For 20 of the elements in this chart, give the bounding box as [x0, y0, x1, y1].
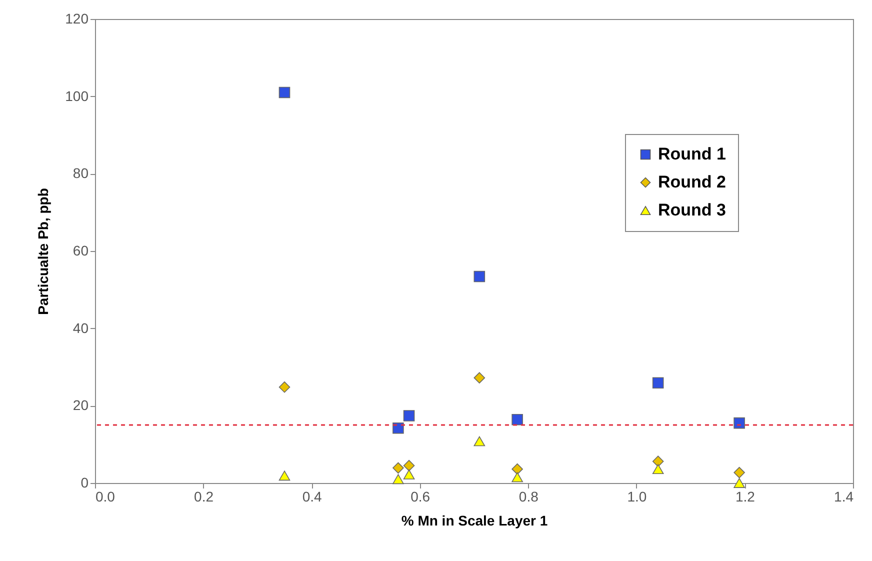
x-tick-label: 1.4: [834, 488, 854, 504]
y-tick-label: 100: [65, 88, 89, 104]
y-tick-label: 20: [72, 397, 89, 414]
x-tick-label: 0.2: [194, 488, 214, 504]
y-tick-label: 120: [65, 10, 89, 26]
x-tick-label: 0.0: [96, 488, 116, 504]
x-axis-title: % Mn in Scale Layer 1: [401, 512, 548, 528]
x-tick-label: 1.0: [627, 488, 647, 504]
y-axis-title: Particualte Pb, ppb: [35, 188, 52, 315]
x-tick-label: 1.2: [735, 488, 756, 504]
legend-label: Round 1: [658, 144, 726, 164]
legend-label: Round 2: [658, 172, 726, 192]
x-tick-label: 0.4: [302, 488, 322, 504]
y-tick-label: 60: [72, 242, 89, 258]
y-tick-label: 0: [80, 474, 89, 490]
y-tick-label: 40: [72, 320, 89, 336]
y-tick-label: 80: [72, 165, 89, 182]
legend-label: Round 3: [658, 200, 726, 220]
x-tick-label: 0.6: [410, 488, 430, 504]
x-tick-label: 0.8: [518, 488, 539, 504]
